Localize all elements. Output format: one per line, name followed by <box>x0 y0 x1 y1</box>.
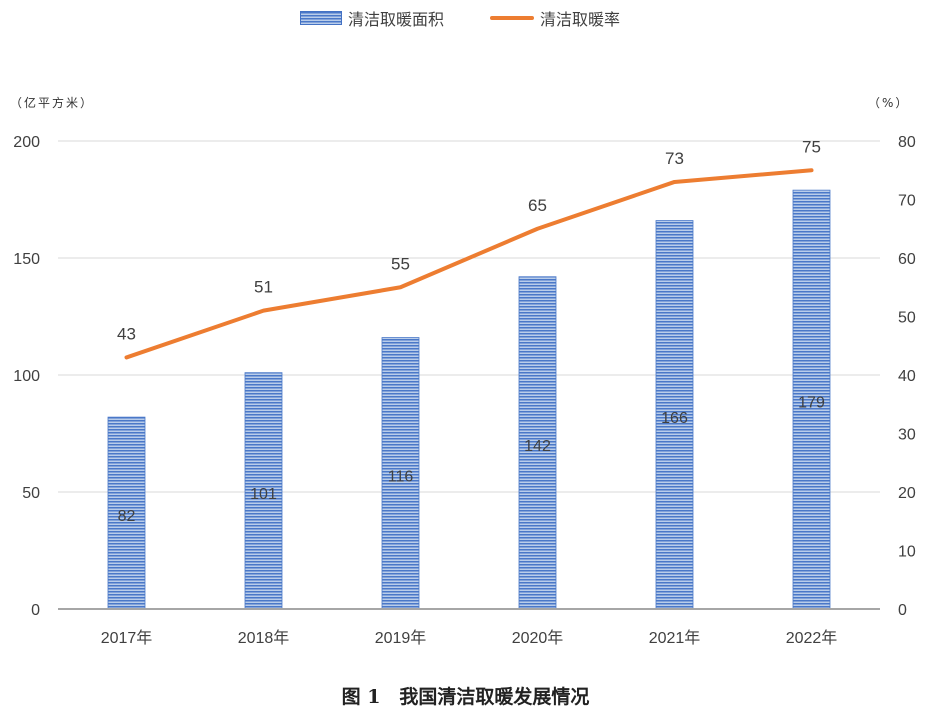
legend-item-bar: 清洁取暖面积 <box>300 6 444 30</box>
legend-line-label: 清洁取暖率 <box>540 10 621 29</box>
left-axis-tick-label: 50 <box>22 485 40 502</box>
right-axis-tick-label: 30 <box>898 427 916 444</box>
line-data-label: 51 <box>254 278 273 297</box>
x-axis-tick-label: 2020年 <box>512 629 564 647</box>
right-axis-tick-label: 0 <box>898 602 907 619</box>
legend: 清洁取暖面积 清洁取暖率 <box>0 6 931 32</box>
bar <box>381 337 420 610</box>
bar <box>518 276 557 610</box>
line-series <box>124 168 814 360</box>
legend-line-swatch <box>490 16 534 20</box>
x-axis-tick-label: 2021年 <box>649 629 701 647</box>
right-axis-tick-label: 20 <box>898 485 916 502</box>
line-data-label: 43 <box>117 324 136 343</box>
figure-caption: 图 1 我国清洁取暖发展情况 <box>341 686 590 708</box>
legend-bar-swatch <box>300 11 342 25</box>
legend-bar-label: 清洁取暖面积 <box>348 10 445 29</box>
left-axis-tick-label: 150 <box>13 251 40 268</box>
bar-data-label: 166 <box>661 410 688 427</box>
right-axis-tick-label: 80 <box>898 134 916 151</box>
right-axis-tick-label: 10 <box>898 544 916 561</box>
bar <box>107 416 146 610</box>
right-axis-tick-label: 70 <box>898 193 916 210</box>
line-point <box>536 227 539 231</box>
line-data-label: 65 <box>528 196 547 215</box>
x-axis-tick-label: 2019年 <box>375 629 427 647</box>
right-axis-tick-label: 40 <box>898 368 916 385</box>
line-data-label: 55 <box>391 254 410 273</box>
bar <box>655 220 694 610</box>
line-data-label: 75 <box>802 137 821 156</box>
bar-data-label: 82 <box>118 508 136 525</box>
bar-data-label: 179 <box>798 395 825 412</box>
x-axis-tick-label: 2018年 <box>238 629 290 647</box>
line-point <box>673 180 676 184</box>
right-axis-unit: （%） <box>868 96 910 110</box>
right-axis-tick-label: 60 <box>898 251 916 268</box>
x-axis-tick-label: 2022年 <box>786 629 838 647</box>
x-axis-tick-label: 2017年 <box>101 629 153 647</box>
bar-data-label: 116 <box>388 468 414 485</box>
left-axis-tick-label: 100 <box>13 368 40 385</box>
left-axis-tick-label: 200 <box>13 134 40 151</box>
line-point <box>399 285 402 289</box>
left-axis-tick-label: 0 <box>31 602 40 619</box>
bar-data-label: 142 <box>524 438 551 455</box>
bar-data-label: 101 <box>250 486 277 503</box>
bar <box>244 372 283 610</box>
bar <box>792 189 831 610</box>
gridlines <box>58 140 880 493</box>
data-labels: 82 101 116 142 166 179 43 51 55 65 73 75 <box>117 137 825 525</box>
axes: 0 50 100 150 200 0 10 20 30 40 50 60 70 80 2017年 2018年 2… <box>13 134 916 647</box>
line-point <box>262 309 265 313</box>
legend-item-line: 清洁取暖率 <box>490 6 620 30</box>
line-path <box>124 168 814 360</box>
line-point <box>810 168 813 172</box>
left-axis-unit: （亿平方米） <box>10 96 95 110</box>
line-point <box>125 355 128 359</box>
line-data-label: 73 <box>665 149 684 168</box>
bar-series <box>107 189 831 610</box>
right-axis-tick-label: 50 <box>898 310 916 327</box>
